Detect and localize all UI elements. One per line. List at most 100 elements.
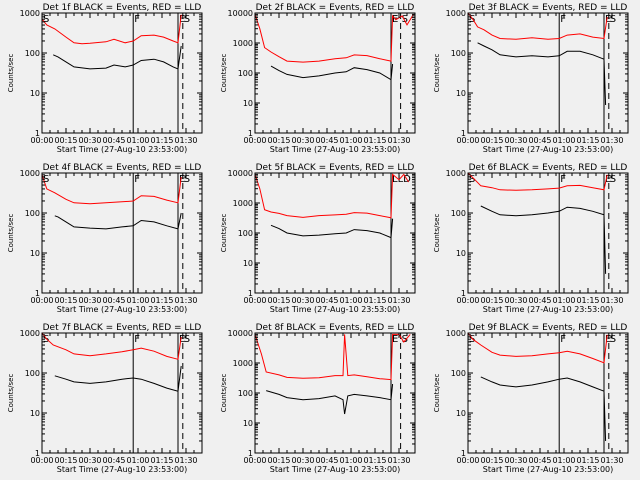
marker-label: F xyxy=(560,174,566,185)
x-tick-label: 01:30 xyxy=(387,296,410,305)
x-tick-label: 00:30 xyxy=(78,136,101,145)
y-tick-label: 1000 xyxy=(446,9,466,18)
y-tick-label: 1000 xyxy=(446,329,466,338)
x-tick-label: 00:45 xyxy=(102,456,125,465)
x-tick-label: 00:15 xyxy=(480,136,503,145)
x-tick-label: 00:15 xyxy=(480,456,503,465)
x-tick-label: 00:30 xyxy=(78,296,101,305)
x-tick-label: 00:45 xyxy=(315,136,338,145)
series-line-lld xyxy=(41,14,182,45)
x-tick-label: 00:45 xyxy=(102,296,125,305)
x-tick-label: 00:30 xyxy=(504,136,527,145)
marker-label: F xyxy=(560,14,566,25)
y-tick-label: 1000 xyxy=(233,359,253,368)
series-line-lld xyxy=(467,12,608,40)
y-tick-label: 10000 xyxy=(228,9,253,18)
y-axis-label: Counts/sec xyxy=(220,54,228,93)
y-axis-label: Counts/sec xyxy=(7,374,15,413)
y-tick-label: 10 xyxy=(30,89,40,98)
marker-label: S xyxy=(469,174,475,185)
series-line-lld xyxy=(41,174,182,205)
x-tick-label: 00:45 xyxy=(528,296,551,305)
x-tick-label: 00:00 xyxy=(30,296,53,305)
x-tick-label: 01:15 xyxy=(150,136,173,145)
marker-label: S xyxy=(402,14,408,25)
marker-label: E xyxy=(179,14,185,25)
marker-label: F xyxy=(560,334,566,345)
marker-label: S xyxy=(43,334,49,345)
x-tick-label: 00:00 xyxy=(30,456,53,465)
series-line-lld xyxy=(467,172,608,191)
x-axis-label: Start Time (27-Aug-10 23:53:00) xyxy=(483,145,614,154)
y-tick-label: 100 xyxy=(25,209,40,218)
x-tick-label: 00:30 xyxy=(78,456,101,465)
series-line-lld xyxy=(254,14,414,63)
y-tick-label: 10 xyxy=(30,249,40,258)
x-tick-label: 00:45 xyxy=(315,296,338,305)
marker-label: E xyxy=(605,14,611,25)
y-tick-label: 100 xyxy=(238,229,253,238)
series-line-events xyxy=(480,376,607,442)
x-tick-label: 00:15 xyxy=(480,296,503,305)
x-axis-label: Start Time (27-Aug-10 23:53:00) xyxy=(483,305,614,314)
y-tick-label: 1000 xyxy=(20,9,40,18)
y-tick-label: 10 xyxy=(456,409,466,418)
x-tick-label: 00:45 xyxy=(102,136,125,145)
y-axis-label: Counts/sec xyxy=(433,214,441,253)
series-line-lld xyxy=(254,333,411,381)
y-tick-label: 10 xyxy=(243,99,253,108)
y-tick-label: 1 xyxy=(461,129,466,138)
x-tick-label: 00:00 xyxy=(243,296,266,305)
y-tick-label: 1000 xyxy=(233,39,253,48)
x-tick-label: 00:00 xyxy=(243,136,266,145)
y-axis-label: Counts/sec xyxy=(220,214,228,253)
y-tick-label: 1 xyxy=(248,449,253,458)
series-line-events xyxy=(480,205,607,274)
x-tick-label: 01:00 xyxy=(126,456,149,465)
x-tick-label: 01:00 xyxy=(552,296,575,305)
marker-label: S xyxy=(184,174,190,185)
series-line-events xyxy=(266,383,394,415)
y-tick-label: 1 xyxy=(248,129,253,138)
x-tick-label: 00:30 xyxy=(291,456,314,465)
y-tick-label: 10 xyxy=(243,259,253,268)
y-axis-label: Counts/sec xyxy=(7,214,15,253)
y-tick-label: 1 xyxy=(461,289,466,298)
marker-label: S xyxy=(469,334,475,345)
y-axis-label: Counts/sec xyxy=(433,54,441,93)
x-tick-label: 01:15 xyxy=(150,456,173,465)
x-tick-label: 00:15 xyxy=(267,456,290,465)
marker-label: S xyxy=(184,14,190,25)
marker-label: S xyxy=(610,334,616,345)
marker-label: E xyxy=(179,174,185,185)
series-line-events xyxy=(477,42,607,106)
y-tick-label: 1 xyxy=(35,289,40,298)
series-line-events xyxy=(270,218,394,239)
y-tick-label: 1 xyxy=(35,129,40,138)
x-tick-label: 01:30 xyxy=(174,296,197,305)
series-line-events xyxy=(54,365,182,392)
marker-label: E xyxy=(605,174,611,185)
x-axis-label: Start Time (27-Aug-10 23:53:00) xyxy=(57,145,188,154)
y-tick-label: 10000 xyxy=(228,329,253,338)
panel-title: Det 5f BLACK = Events, RED = LLD xyxy=(256,163,415,173)
y-tick-label: 1 xyxy=(35,449,40,458)
marker-label: E xyxy=(605,334,611,345)
y-axis-label: Counts/sec xyxy=(220,374,228,413)
x-tick-label: 01:30 xyxy=(600,296,623,305)
x-tick-label: 00:30 xyxy=(291,296,314,305)
y-tick-label: 1000 xyxy=(20,169,40,178)
x-tick-label: 00:45 xyxy=(315,456,338,465)
y-tick-label: 100 xyxy=(238,389,253,398)
series-line-events xyxy=(270,63,394,81)
x-tick-label: 01:00 xyxy=(552,456,575,465)
x-tick-label: 00:15 xyxy=(54,136,77,145)
y-tick-label: 10 xyxy=(456,89,466,98)
panel-title: Det 9f BLACK = Events, RED = LLD xyxy=(469,323,628,333)
